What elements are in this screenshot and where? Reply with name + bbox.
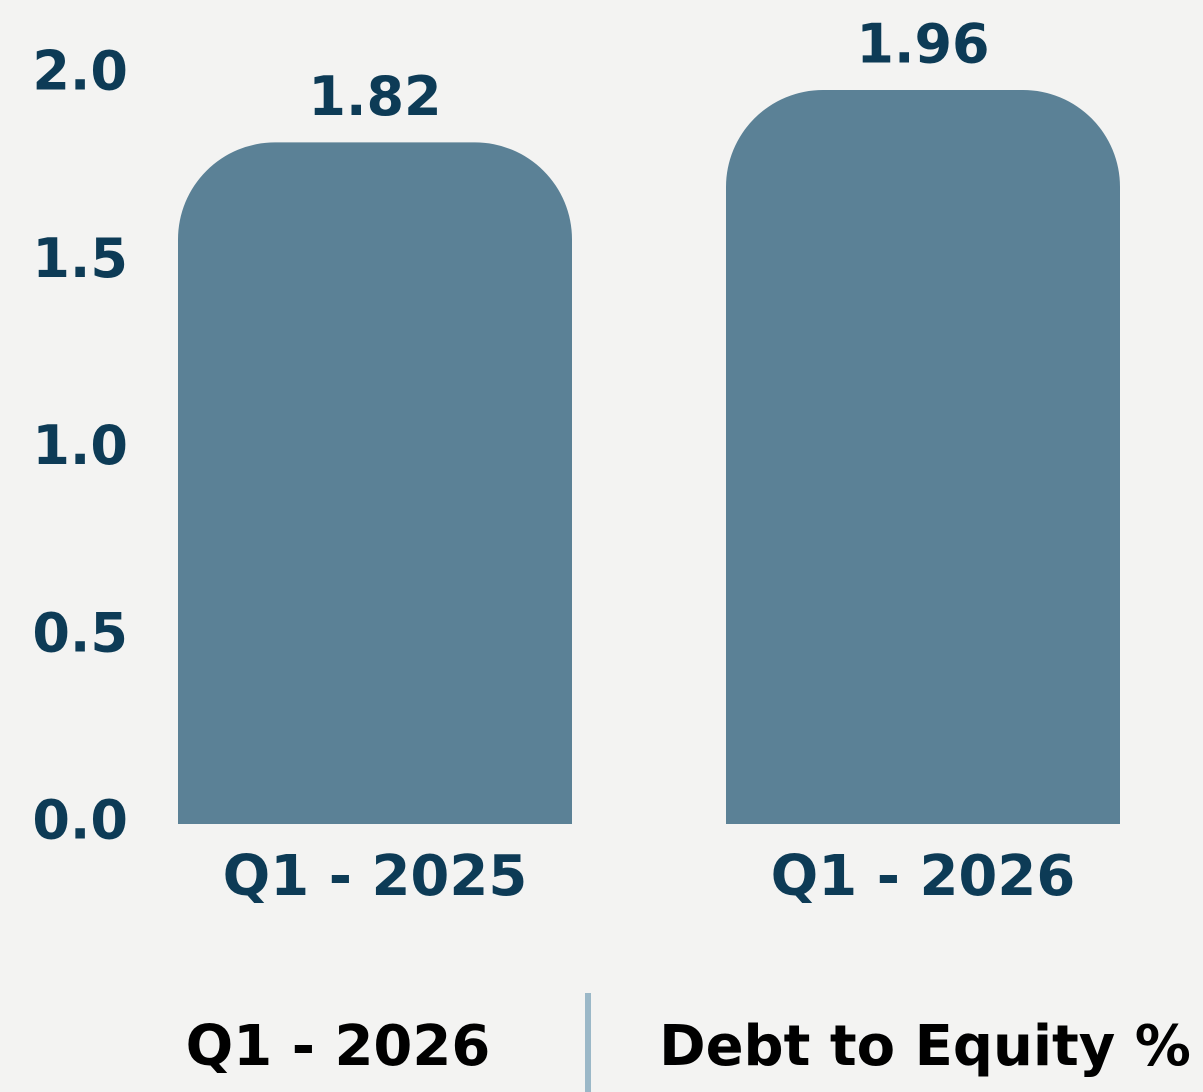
y-tick-label: 0.5 bbox=[32, 601, 128, 664]
y-tick-label: 1.0 bbox=[32, 414, 128, 477]
y-tick-label: 1.5 bbox=[32, 227, 128, 290]
value-label: 1.96 bbox=[856, 13, 989, 76]
y-tick-label: 0.0 bbox=[32, 789, 128, 852]
x-tick-label: Q1 - 2026 bbox=[771, 844, 1076, 909]
footer-period: Q1 - 2026 bbox=[186, 1014, 491, 1079]
footer-metric: Debt to Equity % bbox=[659, 1014, 1191, 1079]
x-tick-label: Q1 - 2025 bbox=[223, 844, 528, 909]
value-label: 1.82 bbox=[308, 65, 441, 128]
bar bbox=[726, 89, 1120, 825]
bar bbox=[178, 142, 572, 824]
y-tick-label: 2.0 bbox=[32, 40, 128, 103]
